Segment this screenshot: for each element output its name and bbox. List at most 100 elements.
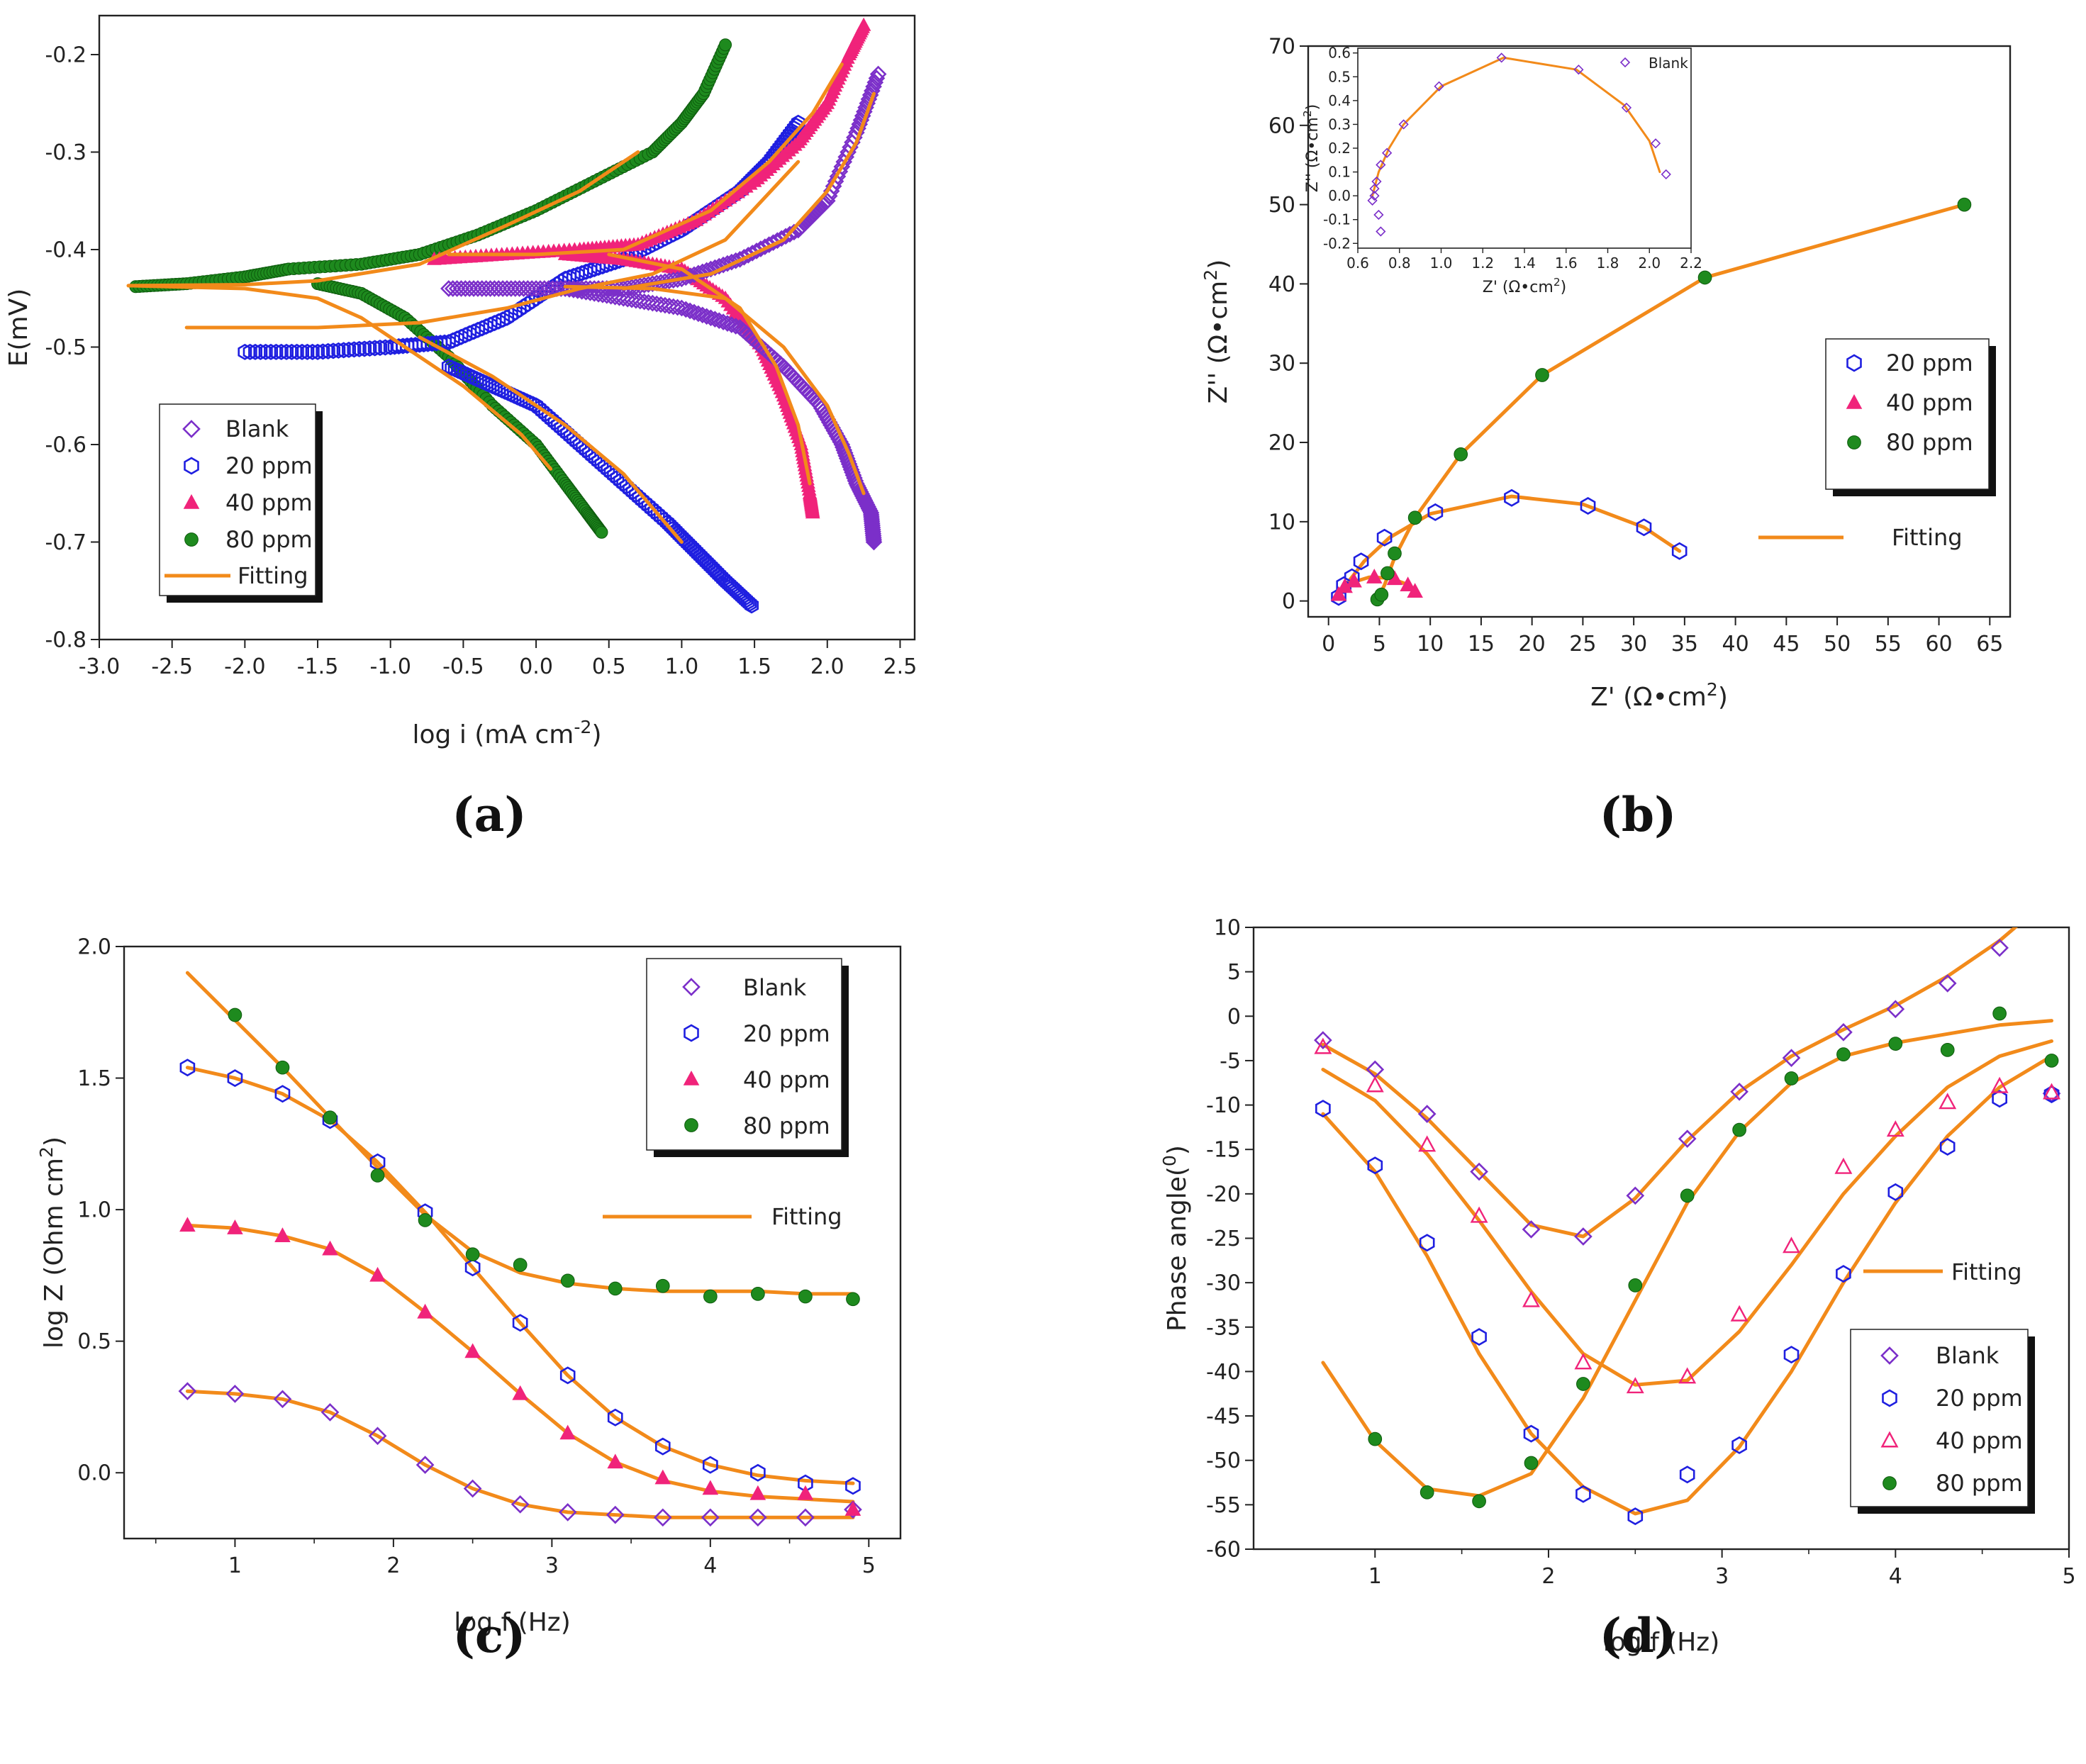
b-y-tick-label: 70	[1268, 35, 1295, 60]
a-x-axis-label: log i (mA cm-2)	[413, 717, 602, 750]
a-data-point-ppm20	[744, 597, 759, 614]
b-inset-data-point-blank	[1376, 160, 1386, 170]
b-inset-y-axis-label: Z'' (Ω•cm2)	[1301, 104, 1322, 192]
a-data-point-ppm40	[856, 17, 871, 31]
b-panel-label: (b)	[1600, 787, 1677, 842]
c-data-point-blank	[273, 1390, 292, 1409]
b-y-tick-label: 0	[1282, 589, 1295, 614]
c-panel-label: (c)	[453, 1608, 526, 1663]
c-legend-marker-ppm20	[684, 1024, 699, 1042]
c-y-tick-label: 0.0	[77, 1461, 111, 1486]
d-y-tick-label: -30	[1206, 1271, 1241, 1296]
d-legend-box	[1850, 1329, 2029, 1507]
d-legend-label-blank: Blank	[1936, 1342, 1999, 1369]
d-data-point-ppm40	[1939, 1093, 1957, 1110]
c-data-point-ppm40	[464, 1343, 481, 1358]
c-data-point-ppm80	[513, 1258, 528, 1272]
a-data-point-ppm20	[264, 343, 279, 360]
c-data-point-ppm40	[797, 1485, 814, 1500]
b-legend-label-ppm20: 20 ppm	[1886, 350, 1973, 376]
b-inset-y-tick-label: 0.6	[1328, 45, 1351, 62]
a-data-point-blank	[865, 529, 882, 547]
a-data-point-ppm20	[295, 343, 310, 360]
b-y-tick-label: 50	[1268, 193, 1295, 218]
c-data-point-blank	[511, 1495, 530, 1514]
b-inset-x-axis-label: Z' (Ω•cm2)	[1483, 276, 1566, 296]
b-data-point-ppm40	[1346, 572, 1362, 588]
a-data-point-ppm20	[336, 342, 351, 359]
b-inset-data-point-blank	[1496, 52, 1507, 63]
b-inset-legend-marker-blank	[1619, 57, 1631, 68]
b-legend-label-ppm80: 80 ppm	[1886, 429, 1973, 456]
a-legend-label-ppm20: 20 ppm	[225, 452, 313, 479]
b-legend-marker-ppm20	[1846, 354, 1862, 372]
d-data-point-ppm20	[1575, 1485, 1591, 1503]
c-data-point-ppm80	[465, 1247, 480, 1262]
a-fitting-line	[621, 91, 876, 291]
c-data-point-ppm20	[750, 1463, 766, 1482]
d-y-tick-label: -5	[1220, 1049, 1241, 1073]
c-fitting-line	[185, 971, 855, 1296]
b-inset-data-point-blank	[1398, 119, 1409, 130]
a-legend-label-ppm40: 40 ppm	[225, 489, 313, 516]
b-inset-legend-label: Blank	[1649, 55, 1688, 72]
d-data-point-ppm40	[1678, 1367, 1697, 1384]
a-data-point-blank	[698, 308, 715, 325]
d-x-tick-label: 5	[2062, 1564, 2075, 1589]
a-data-point-ppm20	[503, 306, 518, 323]
b-data-point-ppm20	[1636, 518, 1652, 537]
d-data-point-ppm20	[1731, 1436, 1747, 1454]
a-data-point-blank	[690, 305, 707, 323]
a-data-point-ppm20	[258, 343, 273, 360]
c-data-point-ppm20	[702, 1456, 718, 1474]
b-inset-data-point-blank	[1573, 65, 1584, 75]
b-inset-data-point-blank	[1373, 209, 1384, 220]
d-data-point-ppm40	[1783, 1237, 1800, 1254]
d-data-point-ppm80	[1888, 1037, 1903, 1051]
c-x-tick-label: 2	[386, 1553, 400, 1578]
d-data-point-ppm40	[1990, 1076, 2009, 1093]
d-legend-marker-ppm40	[1880, 1431, 1899, 1448]
chart-d-bode-phase: 1 2 3 4 5 10 5 0 -5 -10 -15 -20 -25 -30 -35 -40 -45 -50 -5…	[1159, 916, 2076, 1664]
d-y-tick-label: -60	[1206, 1538, 1241, 1563]
a-data-point-ppm20	[362, 340, 377, 357]
d-y-tick-label: -10	[1206, 1093, 1241, 1118]
a-y-tick-label: -0.6	[45, 433, 87, 458]
d-data-point-ppm80	[1524, 1456, 1539, 1470]
b-x-tick-label: 55	[1875, 632, 1902, 657]
c-data-point-blank	[796, 1508, 815, 1527]
b-data-point-ppm20	[1504, 489, 1519, 507]
a-data-point-ppm20	[532, 287, 547, 304]
c-data-point-blank	[320, 1403, 340, 1422]
c-data-point-ppm20	[464, 1258, 481, 1277]
a-data-point-blank	[719, 315, 736, 332]
b-x-tick-label: 40	[1722, 632, 1749, 657]
b-x-tick-label: 50	[1824, 632, 1851, 657]
a-data-point-blank	[769, 232, 786, 250]
c-data-point-ppm40	[227, 1219, 243, 1234]
c-data-point-ppm80	[751, 1287, 765, 1301]
b-x-tick-label: 15	[1468, 632, 1495, 657]
chart-b-nyquist: 0 5 10 15 20 25 30 35 40 45 50 55 60 65 0 10 20 30 40 50 60 7…	[1200, 35, 2012, 842]
a-data-point-ppm80	[595, 525, 608, 539]
a-fitting-line	[607, 252, 812, 486]
b-data-point-ppm20	[1580, 496, 1596, 515]
d-data-point-ppm80	[1472, 1494, 1486, 1509]
d-data-point-ppm40	[1574, 1353, 1593, 1370]
b-legend-label-fitting: Fitting	[1892, 524, 1963, 551]
d-y-tick-label: 10	[1214, 916, 1241, 941]
b-data-point-ppm40	[1366, 569, 1383, 584]
d-y-tick-label: 0	[1227, 1005, 1241, 1029]
c-legend-box	[646, 958, 842, 1151]
d-data-point-ppm40	[1366, 1076, 1384, 1093]
d-y-tick-label: -40	[1206, 1360, 1241, 1385]
c-data-point-ppm40	[607, 1453, 624, 1469]
b-data-point-ppm20	[1427, 503, 1444, 521]
d-data-point-ppm40	[1626, 1377, 1644, 1394]
c-legend-label-ppm20: 20 ppm	[743, 1020, 830, 1047]
c-data-point-ppm40	[702, 1480, 719, 1495]
a-data-point-ppm20	[378, 339, 393, 356]
a-data-point-blank	[727, 318, 744, 335]
b-inset-x-tick-label: 0.6	[1346, 255, 1369, 272]
a-data-point-ppm20	[300, 343, 315, 360]
